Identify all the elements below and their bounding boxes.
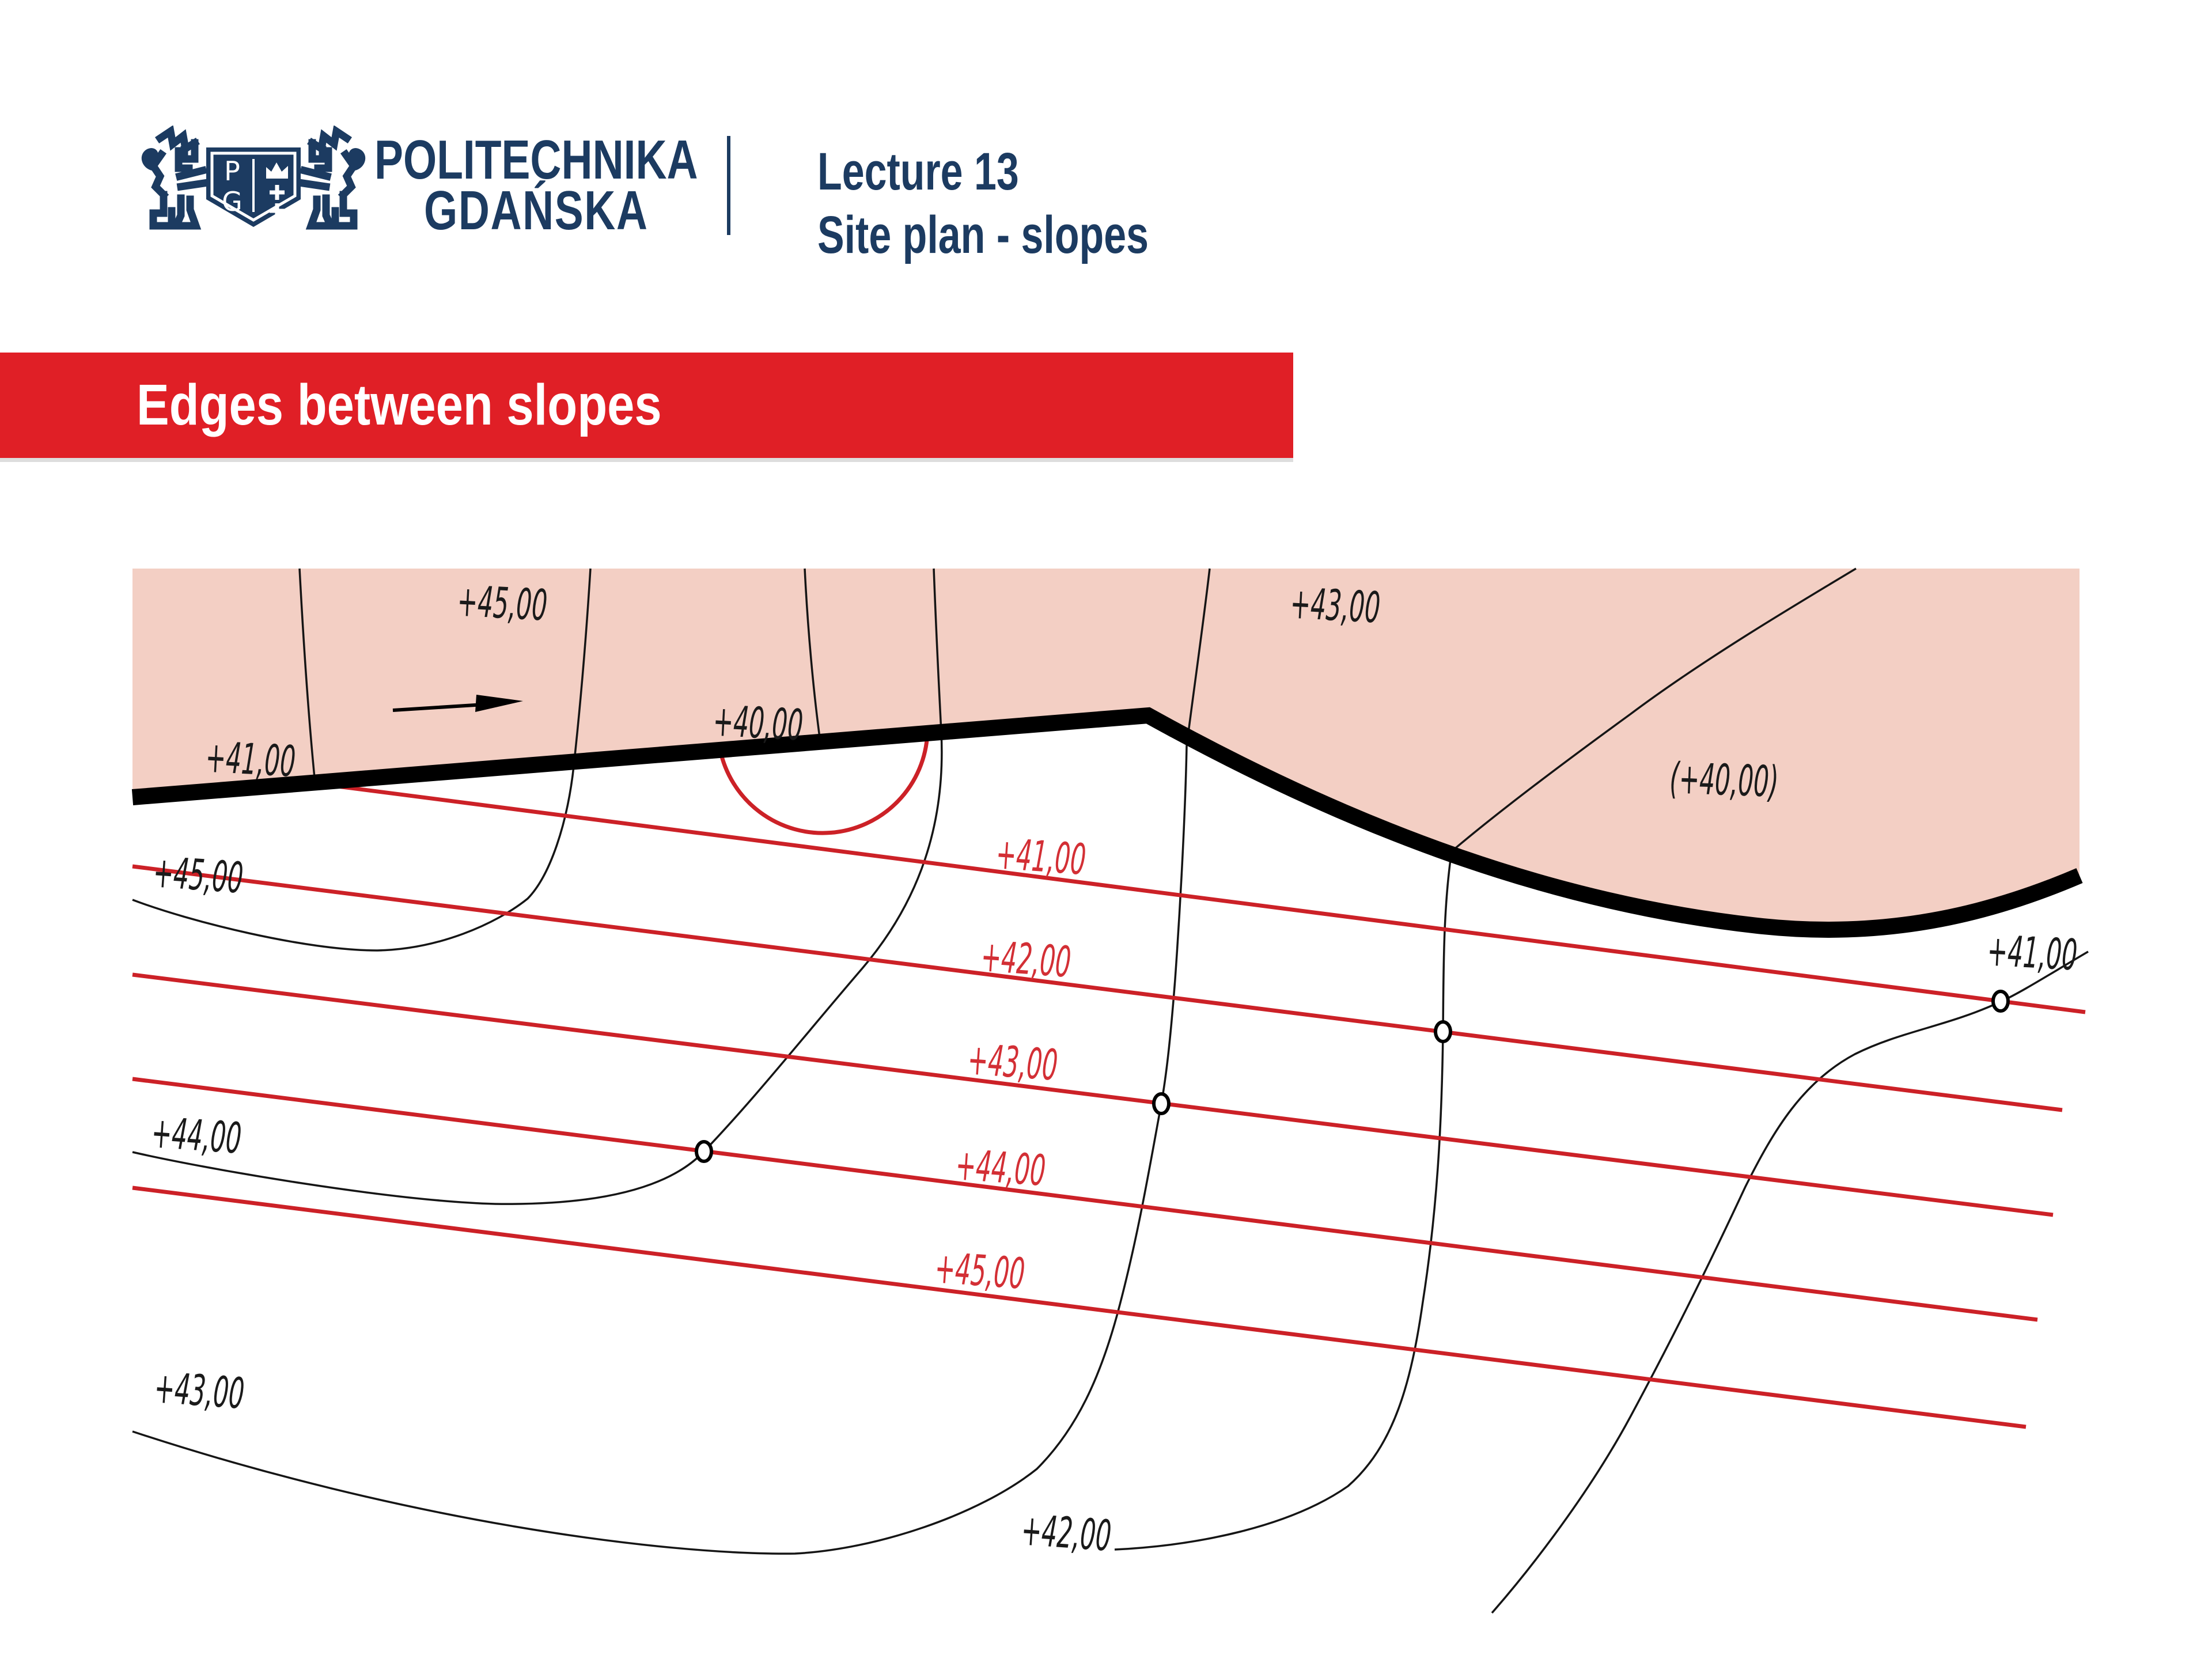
contour-40-stub [804, 568, 821, 743]
elevation-label: +40,00 [712, 696, 804, 751]
elevation-label: +45,00 [456, 577, 548, 631]
shield-letter-p: P [224, 156, 240, 187]
elevation-label: +43,00 [153, 1363, 246, 1419]
design-elevation-label: +45,00 [933, 1244, 1027, 1300]
university-name-line2: GDAŃSKA [424, 180, 649, 241]
contour-41-left [298, 568, 316, 784]
elevation-label: +41,00 [204, 733, 297, 787]
elevation-label: +44,00 [150, 1108, 243, 1164]
intersection-marker [1991, 990, 2010, 1013]
elevation-label: +41,00 [1986, 926, 2078, 980]
slope-direction-arrow-icon [392, 695, 523, 712]
design-elevation-label: +44,00 [954, 1141, 1047, 1196]
design-elevation-label: +43,00 [966, 1035, 1059, 1091]
lecture-topic: Site plan - slopes [817, 206, 1149, 264]
design-contour-44 [132, 1077, 2038, 1322]
lion-left-icon [141, 126, 209, 230]
elevation-label: (+40,00) [1669, 754, 1779, 808]
cross-icon [270, 203, 285, 218]
design-contour-42 [132, 864, 2063, 1112]
university-name: POLITECHNIKA GDAŃSKA [374, 129, 698, 241]
elevation-label: +42,00 [1020, 1506, 1113, 1562]
section-banner: Edges between slopes [0, 353, 1293, 458]
intersection-marker [695, 1140, 713, 1163]
existing-terrain-area [132, 569, 2080, 930]
intersection-marker [1152, 1092, 1171, 1115]
edge-between-slopes [131, 707, 2083, 938]
contour-45 [132, 568, 592, 952]
crown-icon [266, 162, 288, 179]
pg-coat-of-arms: P G [141, 126, 366, 230]
elevation-label: +45,00 [151, 848, 245, 904]
design-contour-40-arc [718, 733, 930, 835]
lecture-number: Lecture 13 [817, 142, 1019, 201]
lion-right-icon [298, 126, 366, 230]
section-title: Edges between slopes [137, 373, 662, 437]
elevation-label: +43,00 [1289, 579, 1381, 633]
slide-header: P G POLITECHNIKA GDAŃSKA Lecture 13 Site… [0, 0, 2212, 323]
header-divider [727, 136, 730, 235]
design-contour-43 [132, 972, 2054, 1217]
cross-icon [270, 185, 285, 200]
shield-letter-g: G [222, 186, 243, 217]
shield-icon: P G [206, 147, 301, 227]
design-elevation-label: +41,00 [994, 830, 1088, 885]
design-contour-41 [315, 781, 2086, 1014]
intersection-marker [1434, 1020, 1452, 1043]
design-contour-45 [132, 1185, 2027, 1429]
university-name-line1: POLITECHNIKA [374, 129, 698, 191]
design-elevation-label: +42,00 [979, 932, 1073, 988]
